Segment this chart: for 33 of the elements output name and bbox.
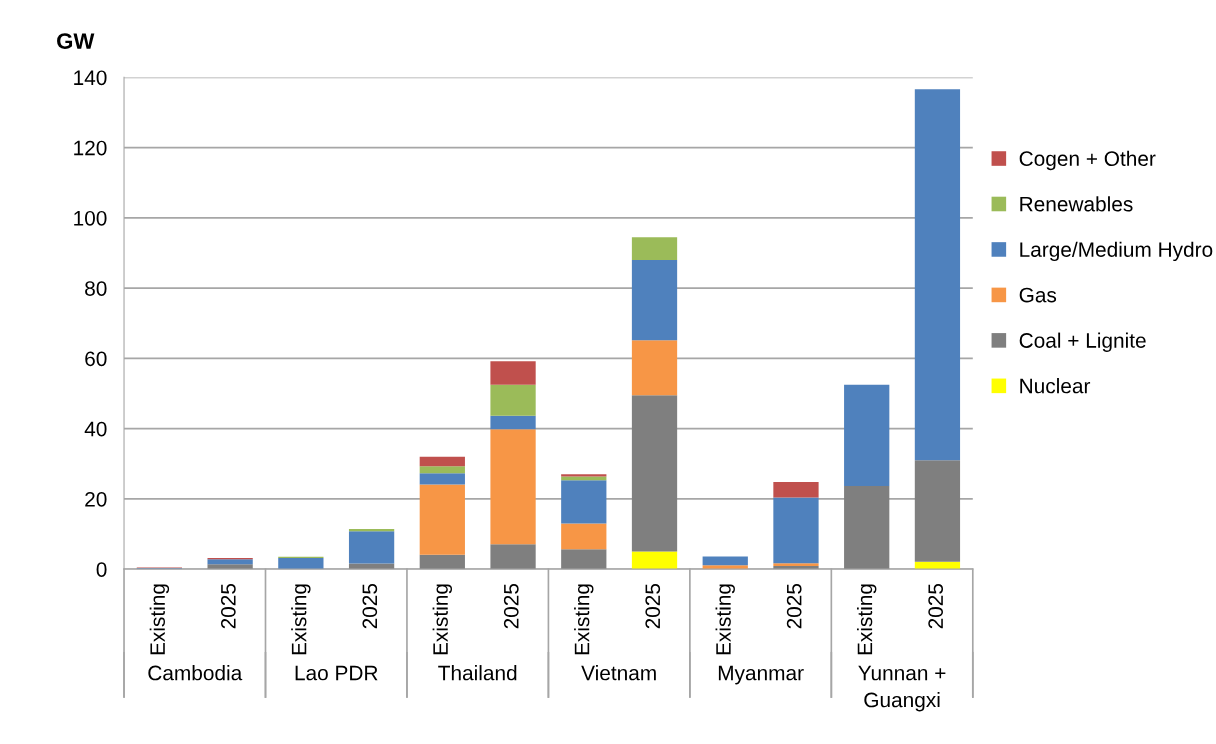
- x-tick-label: Existing: [432, 584, 453, 655]
- text: Lao PDR: [295, 665, 378, 681]
- x-tick-label: Existing: [574, 584, 594, 655]
- x-tick-label: Existing: [291, 584, 311, 655]
- y-tick-label: 80: [85, 281, 107, 296]
- x-tick-label: 2025: [645, 583, 661, 629]
- x-tick-label: 2025: [786, 583, 802, 629]
- y-tick-label: 100: [74, 210, 107, 226]
- y-tick-label: 120: [74, 140, 107, 156]
- y-tick-label: 140: [74, 70, 107, 86]
- y-axis-title: GW: [57, 33, 95, 49]
- text: Yunnan + Guangxi: [858, 665, 946, 712]
- y-tick-label: 0: [96, 562, 107, 577]
- y-tick-label: 60: [85, 351, 107, 367]
- x-tick-label: Existing: [856, 584, 877, 655]
- legend-label: Gas: [1019, 287, 1057, 303]
- legend-label: Large/Medium Hydro: [1020, 241, 1213, 262]
- text: Cambodia: [148, 665, 243, 681]
- legend-label: Renewables: [1020, 196, 1133, 212]
- x-tick-label: Existing: [715, 584, 735, 655]
- text: Vietnam: [581, 665, 656, 681]
- legend-label: Cogen + Other: [1019, 150, 1156, 171]
- text: Thailand: [438, 665, 517, 681]
- x-tick-label: 2025: [928, 583, 944, 629]
- y-tick-label: 40: [84, 421, 107, 437]
- legend-label: Coal + Lignite: [1019, 332, 1146, 352]
- x-tick-label: 2025: [503, 583, 519, 629]
- x-tick-label: 2025: [362, 583, 378, 629]
- x-tick-label: Existing: [149, 584, 170, 655]
- y-tick-label: 20: [85, 491, 107, 507]
- text: Myanmar: [718, 665, 804, 685]
- x-tick-label: 2025: [220, 583, 236, 629]
- legend-label: Nuclear: [1020, 378, 1091, 394]
